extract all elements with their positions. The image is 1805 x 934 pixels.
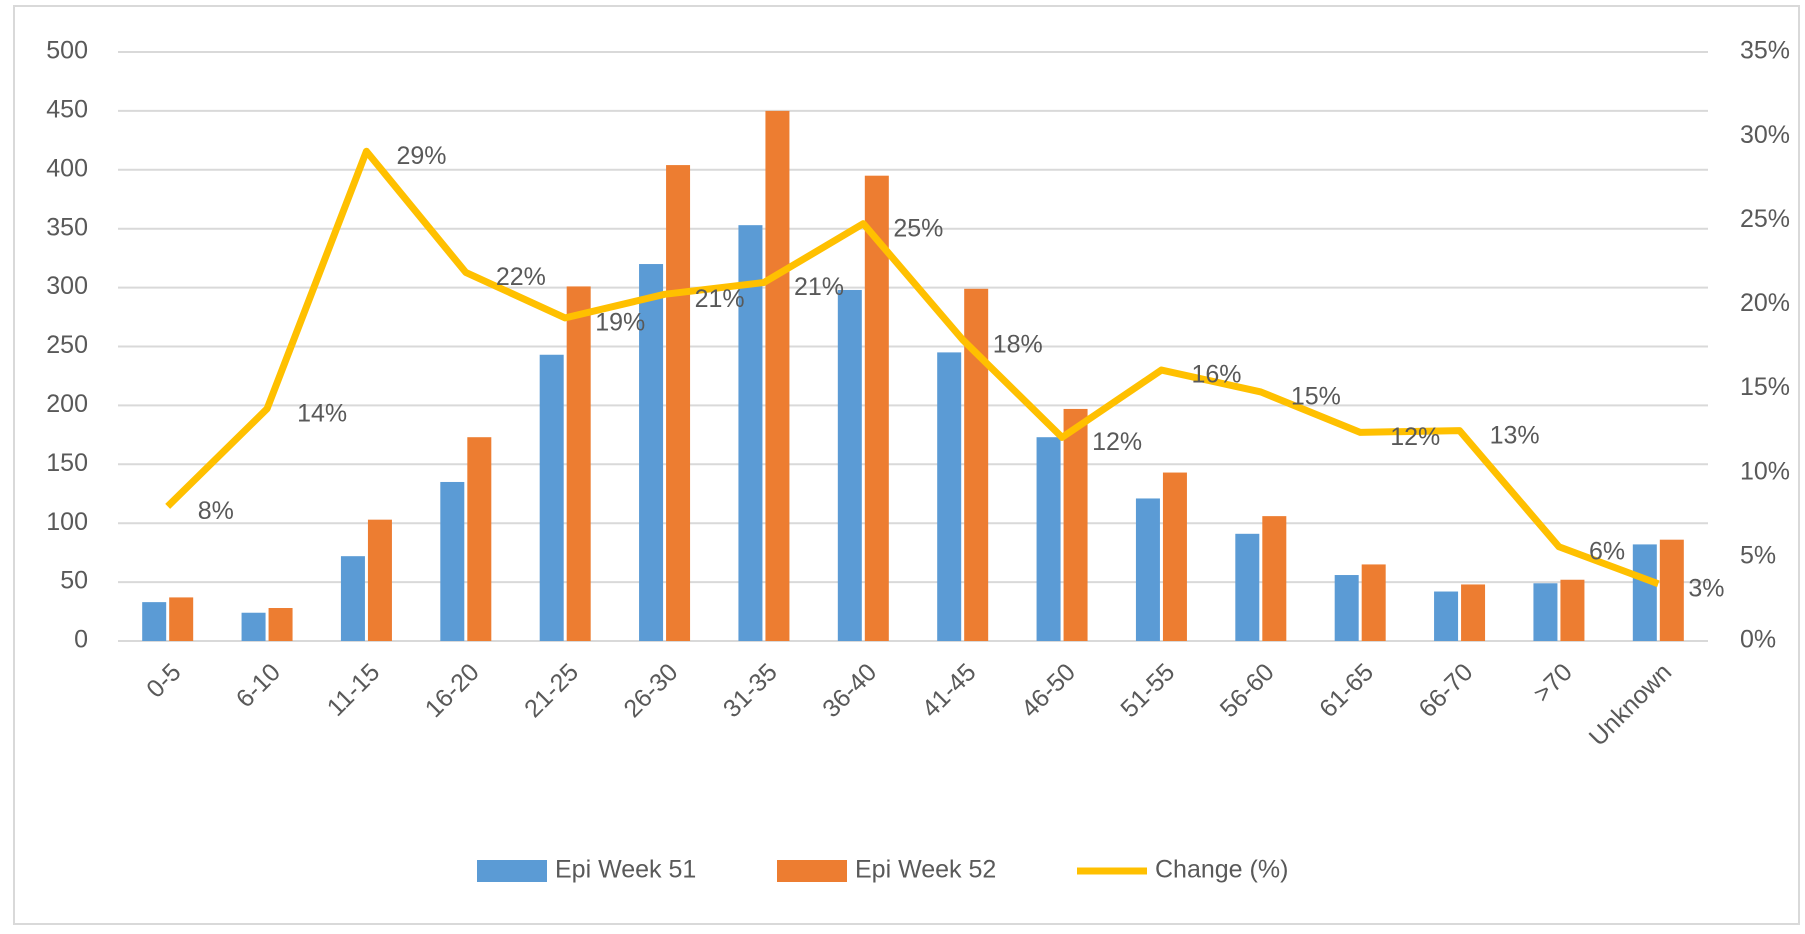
legend-label: Epi Week 51 xyxy=(555,856,696,884)
legend-swatch xyxy=(477,860,547,882)
bar xyxy=(837,289,862,641)
y-tick-label: 350 xyxy=(46,213,88,241)
y2-tick-label: 25% xyxy=(1740,205,1790,233)
bar xyxy=(367,519,392,641)
y2-tick-label: 35% xyxy=(1740,37,1790,65)
data-label: 14% xyxy=(297,399,347,427)
bar xyxy=(1659,539,1684,641)
bar xyxy=(566,286,591,641)
bar xyxy=(142,602,167,641)
bar xyxy=(1162,472,1187,641)
data-label: 15% xyxy=(1291,383,1341,411)
data-label: 19% xyxy=(595,309,645,337)
data-label: 8% xyxy=(198,497,234,525)
y-tick-label: 150 xyxy=(46,449,88,477)
bar xyxy=(666,165,691,641)
bar xyxy=(440,481,465,641)
y-tick-label: 250 xyxy=(46,331,88,359)
bar xyxy=(1235,533,1260,641)
data-label: 21% xyxy=(695,285,745,313)
y2-tick-label: 5% xyxy=(1740,541,1776,569)
data-label: 12% xyxy=(1390,423,1440,451)
data-label: 22% xyxy=(496,263,546,291)
data-label: 6% xyxy=(1589,537,1625,565)
data-label: 12% xyxy=(1092,428,1142,456)
data-label: 25% xyxy=(893,214,943,242)
bar xyxy=(340,556,365,641)
y-tick-label: 200 xyxy=(46,390,88,418)
data-label: 29% xyxy=(396,142,446,170)
y2-tick-label: 10% xyxy=(1740,457,1790,485)
y-tick-label: 400 xyxy=(46,154,88,182)
bar xyxy=(1036,437,1061,641)
data-label: 18% xyxy=(993,330,1043,358)
bar xyxy=(738,225,763,641)
bar xyxy=(1434,591,1459,641)
y2-tick-label: 20% xyxy=(1740,289,1790,317)
y2-tick-label: 30% xyxy=(1740,121,1790,149)
y-tick-label: 100 xyxy=(46,508,88,536)
line xyxy=(165,147,1660,588)
bar xyxy=(765,110,790,641)
y-tick-label: 300 xyxy=(46,272,88,300)
bar xyxy=(467,437,492,641)
y-tick-label: 500 xyxy=(46,37,88,65)
bar xyxy=(241,612,266,641)
y2-tick-label: 0% xyxy=(1740,626,1776,654)
bar xyxy=(539,354,564,641)
bar xyxy=(268,608,293,641)
data-label: 21% xyxy=(794,273,844,301)
bar xyxy=(169,597,194,641)
bar xyxy=(639,264,664,641)
data-label: 3% xyxy=(1688,574,1724,602)
legend-label: Change (%) xyxy=(1155,856,1288,884)
bar xyxy=(1533,583,1558,641)
bar xyxy=(1135,498,1160,641)
bar xyxy=(937,352,962,641)
bar xyxy=(1632,544,1657,641)
data-label: 13% xyxy=(1490,421,1540,449)
bar xyxy=(1334,575,1359,641)
legend-swatch xyxy=(777,860,847,882)
y2-tick-label: 15% xyxy=(1740,373,1790,401)
bar xyxy=(1361,564,1386,641)
data-label: 16% xyxy=(1191,361,1241,389)
y-tick-label: 450 xyxy=(46,96,88,124)
y-tick-label: 50 xyxy=(60,567,88,595)
legend-label: Epi Week 52 xyxy=(855,856,996,884)
bar xyxy=(1461,584,1486,641)
bar xyxy=(1262,516,1287,641)
y-tick-label: 0 xyxy=(74,626,88,654)
bar xyxy=(1560,579,1585,641)
bar xyxy=(1063,408,1088,641)
